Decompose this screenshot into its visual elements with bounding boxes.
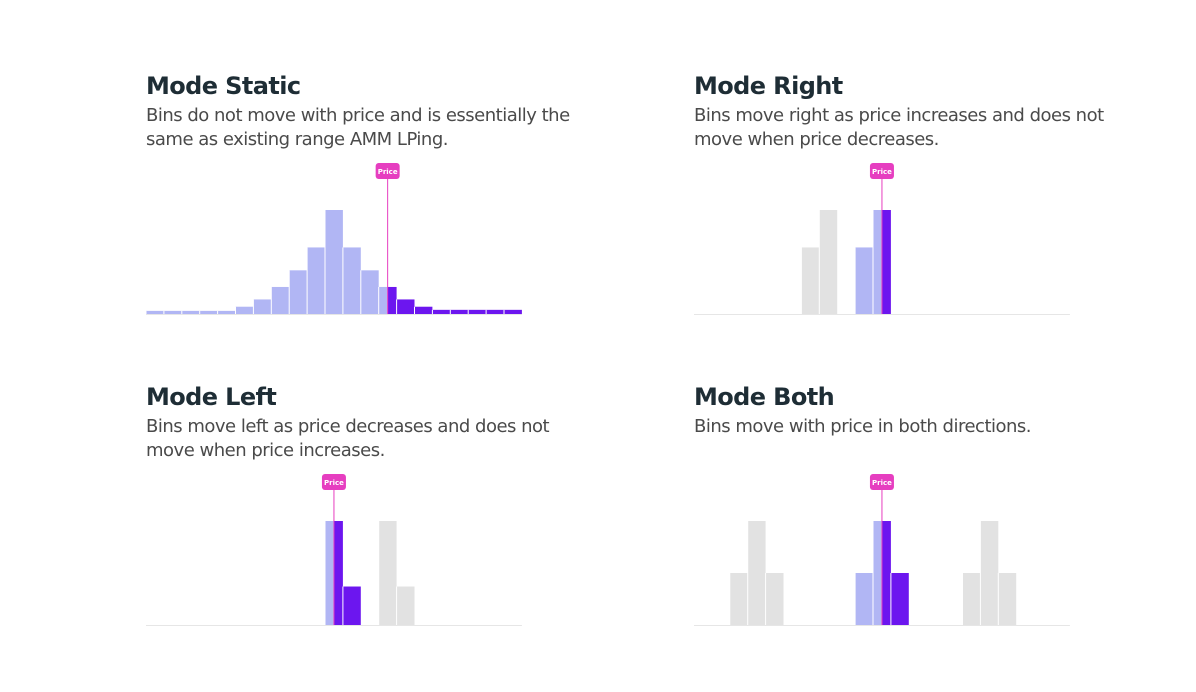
panel-title: Mode Static: [146, 72, 301, 100]
chart-mode-both: Price: [694, 474, 1070, 626]
bin-bar: [181, 310, 200, 314]
bin-bar: [450, 309, 469, 314]
panel-title: Mode Both: [694, 383, 835, 411]
bin-bar: [333, 521, 343, 625]
panel-title: Mode Left: [146, 383, 277, 411]
panel-mode-left: Mode Left Bins move left as price decrea…: [146, 383, 576, 463]
price-marker: [869, 474, 894, 490]
bin-bar: [387, 286, 397, 314]
bin-bar: [873, 210, 882, 314]
bin-bar: [468, 309, 487, 314]
price-label: Price: [378, 168, 398, 176]
price-marker: [869, 163, 894, 179]
bin-bar: [881, 521, 891, 625]
bin-bar: [146, 310, 164, 314]
bin-bar: [199, 310, 218, 314]
chart-mode-left: Price: [146, 474, 522, 626]
bin-bar: [486, 309, 504, 314]
price-label: Price: [872, 479, 892, 487]
bin-bar: [765, 573, 784, 625]
bin-bar: [307, 247, 325, 314]
panel-mode-both: Mode Both Bins move with price in both d…: [694, 383, 1124, 439]
bin-bar: [801, 247, 820, 314]
bin-bar: [253, 299, 272, 314]
chart-mode-right: Price: [694, 163, 1070, 315]
bin-bar: [396, 299, 415, 314]
price-label: Price: [324, 479, 344, 487]
bin-bar: [881, 210, 891, 314]
bin-bar: [980, 521, 999, 625]
bin-bar: [325, 210, 343, 314]
bin-bar: [235, 306, 254, 314]
panel-title: Mode Right: [694, 72, 843, 100]
bin-bar: [217, 310, 236, 314]
bin-bar: [342, 586, 361, 625]
bin-bar: [289, 270, 308, 314]
price-marker: [375, 163, 400, 179]
panel-description: Bins move right as price increases and d…: [694, 105, 1104, 150]
bin-bar: [747, 521, 766, 625]
price-marker: [321, 474, 346, 490]
bin-bar: [271, 286, 290, 314]
bin-bar: [414, 306, 433, 314]
bin-bar: [163, 310, 182, 314]
bin-bar: [998, 573, 1017, 625]
panel-description: Bins move left as price decreases and do…: [146, 416, 550, 461]
bin-bar: [360, 270, 379, 314]
bin-bar: [325, 521, 334, 625]
bin-bar: [855, 247, 873, 314]
bin-bar: [729, 573, 748, 625]
bin-bar: [855, 573, 873, 625]
bin-bar: [378, 286, 388, 314]
panel-mode-right: Mode Right Bins move right as price incr…: [694, 72, 1124, 152]
bin-bar: [432, 309, 451, 314]
panel-description: Bins do not move with price and is essen…: [146, 105, 570, 150]
bin-bar: [962, 573, 981, 625]
bin-bar: [819, 210, 838, 314]
price-label: Price: [872, 168, 892, 176]
bin-bar: [378, 521, 397, 625]
bin-bar: [504, 309, 522, 314]
bin-bar: [396, 586, 415, 625]
bin-bar: [890, 573, 909, 625]
panel-mode-static: Mode Static Bins do not move with price …: [146, 72, 576, 152]
panel-description: Bins move with price in both directions.: [694, 416, 1032, 437]
chart-mode-static: Price: [145, 163, 522, 315]
bin-bar: [873, 521, 882, 625]
bin-bar: [342, 247, 361, 314]
